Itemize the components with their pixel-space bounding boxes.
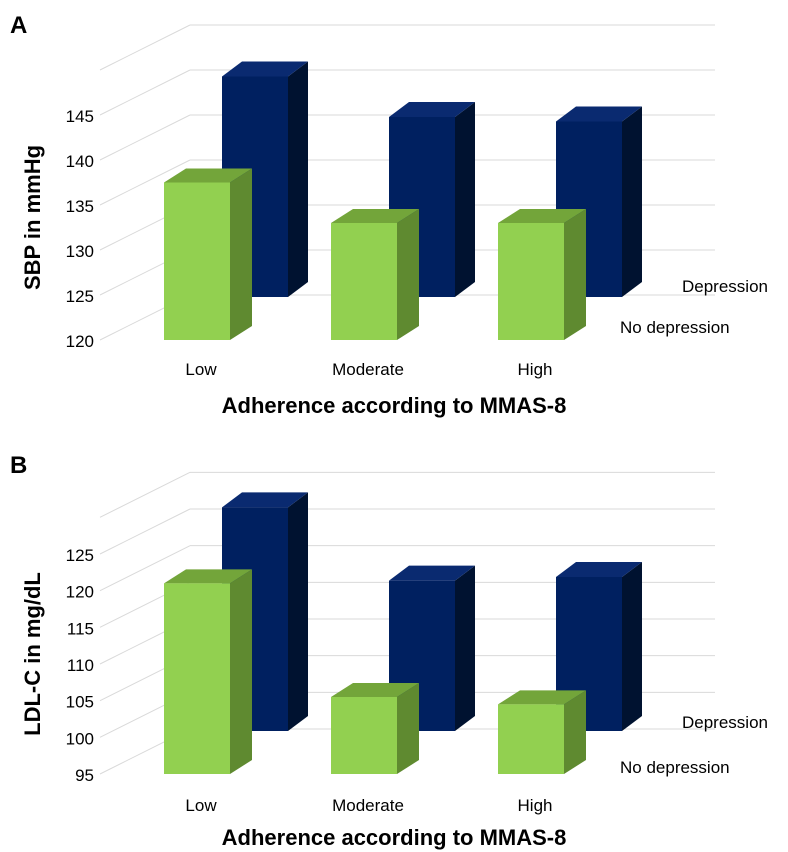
bar-top <box>389 565 475 581</box>
panel-label: A <box>10 12 27 39</box>
bar-top <box>222 492 308 508</box>
bar-side <box>230 569 252 774</box>
bar-front <box>164 583 230 774</box>
bar-side <box>564 209 586 340</box>
gridline-wall <box>99 471 191 518</box>
bar-top <box>556 106 642 122</box>
bar-front <box>164 182 230 340</box>
bar-top <box>498 690 586 705</box>
gridline-wall <box>99 69 191 116</box>
panel-label: B <box>10 452 27 479</box>
y-axis-label: SBP in mmHg <box>20 145 45 290</box>
gridline-wall <box>99 159 191 206</box>
bar-top <box>164 168 252 183</box>
bar-side <box>622 106 642 297</box>
series-label-no-depression: No depression <box>620 758 730 777</box>
bar-top <box>164 569 252 584</box>
bar-front <box>331 223 397 340</box>
bar-no-depression-low <box>164 168 252 340</box>
y-tick-label: 105 <box>66 693 94 712</box>
bar-side <box>288 61 308 297</box>
y-tick-label: 145 <box>66 107 94 126</box>
y-tick-label: 130 <box>66 242 94 261</box>
gridline-wall <box>99 508 191 555</box>
bar-no-depression-high <box>498 690 586 774</box>
y-tick-label: 140 <box>66 152 94 171</box>
y-tick-label: 115 <box>67 619 94 638</box>
gridline-wall <box>99 545 191 592</box>
series-label-no-depression: No depression <box>620 318 730 337</box>
bar-top <box>331 209 419 223</box>
series-label-depression: Depression <box>682 713 768 732</box>
bar-top <box>556 562 642 577</box>
bar-side <box>455 102 475 297</box>
bar-front <box>498 704 564 774</box>
bar-side <box>230 168 252 340</box>
bar-no-depression-low <box>164 569 252 774</box>
y-tick-label: 125 <box>66 287 94 306</box>
y-tick-label: 120 <box>66 583 94 602</box>
category-label: High <box>518 360 553 379</box>
category-label: Moderate <box>332 796 404 815</box>
y-axis-label: LDL-C in mg/dL <box>20 572 45 736</box>
category-label: Moderate <box>332 360 404 379</box>
bar-side <box>397 209 419 340</box>
chart-b: B 95 100 105 110 115 120 125 LDL-C in mg/dL Low Mo… <box>10 452 768 850</box>
category-label: Low <box>185 796 217 815</box>
y-tick-label: 100 <box>66 729 94 748</box>
x-axis-label: Adherence according to MMAS-8 <box>222 825 567 850</box>
bar-side <box>397 683 419 774</box>
bar-top <box>222 61 308 77</box>
bar-no-depression-moderate <box>331 683 419 774</box>
gridline-wall <box>99 24 191 71</box>
y-tick-label: 135 <box>66 197 94 216</box>
series-label-depression: Depression <box>682 277 768 296</box>
x-axis-label: Adherence according to MMAS-8 <box>222 393 567 418</box>
bar-front <box>498 223 564 340</box>
bar-front <box>331 697 397 774</box>
bar-no-depression-high <box>498 209 586 340</box>
bar-side <box>455 565 475 731</box>
y-tick-label: 95 <box>75 766 94 785</box>
bar-top <box>331 683 419 697</box>
y-tick-label: 110 <box>67 656 94 675</box>
bar-depression-high <box>556 562 642 731</box>
bar-side <box>564 690 586 774</box>
chart-a: A 120 125 130 135 140 145 SBP in mmHg Low Moderat… <box>10 12 768 418</box>
bar-top <box>498 209 586 223</box>
bar-side <box>622 562 642 731</box>
gridline-wall <box>99 114 191 161</box>
bar-top <box>389 102 475 117</box>
category-label: Low <box>185 360 217 379</box>
y-tick-label: 120 <box>66 332 94 351</box>
category-label: High <box>518 796 553 815</box>
bar-side <box>288 492 308 731</box>
bar-no-depression-moderate <box>331 209 419 340</box>
y-tick-label: 125 <box>66 546 94 565</box>
